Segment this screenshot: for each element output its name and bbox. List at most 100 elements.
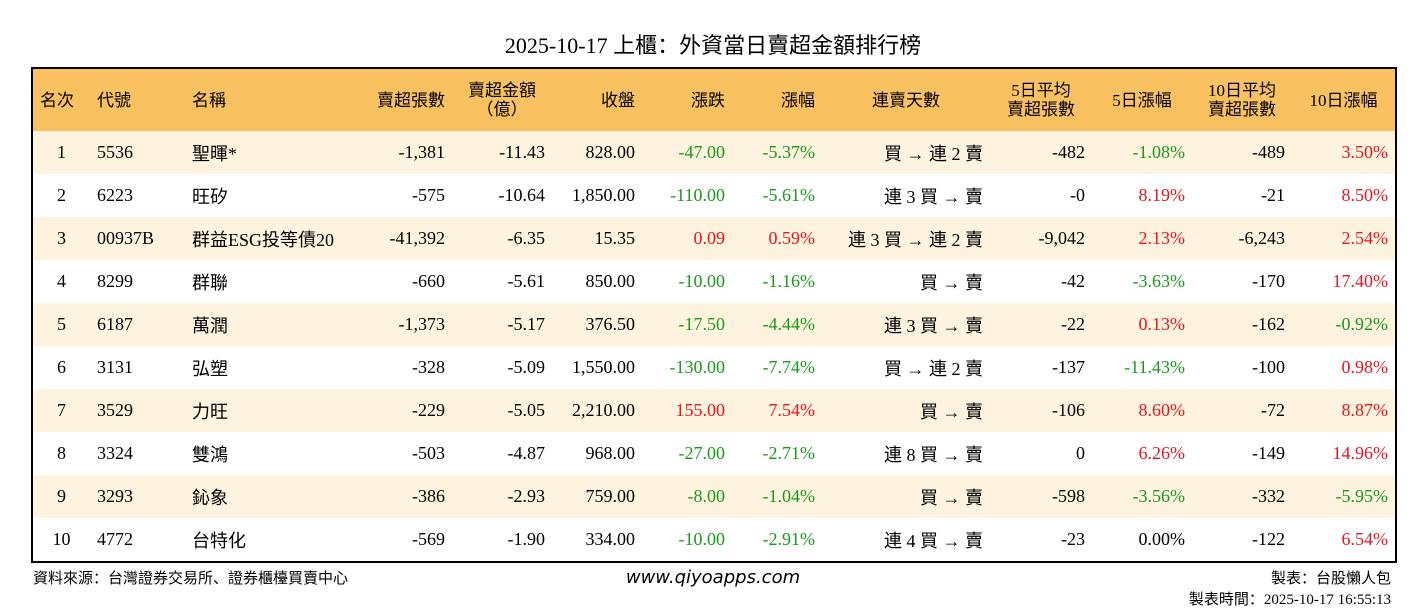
table-cell: 850.00 bbox=[585, 271, 636, 291]
table-cell: -229 bbox=[412, 400, 445, 420]
table-cell: 買 → 賣 bbox=[920, 487, 983, 508]
table-cell: 群益ESG投等債20 bbox=[192, 229, 335, 250]
ranking-table: 名次 代號 名稱 賣超張數 賣超金額 （億） 收盤 漲跌 漲幅 連賣天數 5日平均 賣超張數 5日漲… bbox=[31, 67, 1397, 563]
table-cell: 376.50 bbox=[585, 314, 636, 334]
table-cell: -5.95% bbox=[1335, 486, 1389, 506]
table-cell: -17.50 bbox=[678, 314, 726, 334]
table-cell: 4 bbox=[57, 271, 66, 291]
table-cell: -1.16% bbox=[762, 271, 816, 291]
table-cell: -47.00 bbox=[678, 142, 726, 162]
table-cell: 萬潤 bbox=[192, 315, 228, 336]
table-row: 7 3529 力旺 -229 -5.05 2,210.00 155.00 7.54% 買 → 賣… bbox=[32, 389, 1396, 432]
table-cell: 連 4 買 → 賣 bbox=[884, 530, 983, 551]
table-cell: -332 bbox=[1252, 486, 1285, 506]
table-cell: -122 bbox=[1252, 529, 1285, 549]
column-header: 10日漲幅 bbox=[1309, 90, 1378, 110]
table-cell: 6.26% bbox=[1138, 443, 1186, 463]
table-cell: 群聯 bbox=[192, 272, 228, 293]
table-cell: 15.35 bbox=[594, 228, 636, 248]
table-cell: 828.00 bbox=[585, 142, 636, 162]
table-cell: 0.59% bbox=[768, 228, 816, 248]
table-cell: 1,850.00 bbox=[572, 185, 635, 205]
table-cell: 8.87% bbox=[1341, 400, 1389, 420]
table-cell: 台特化 bbox=[192, 530, 246, 551]
table-cell: 0.13% bbox=[1138, 314, 1186, 334]
table-cell: -2.71% bbox=[762, 443, 816, 463]
table-cell: 買 → 連 2 賣 bbox=[884, 358, 983, 379]
table-cell: -11.43% bbox=[1124, 357, 1185, 377]
table-cell: -1.08% bbox=[1132, 142, 1186, 162]
table-cell: -503 bbox=[412, 443, 445, 463]
table-cell: -2.93 bbox=[507, 486, 546, 506]
table-cell: -106 bbox=[1052, 400, 1085, 420]
table-row: 8 3324 雙鴻 -503 -4.87 968.00 -27.00 -2.71% 連 8 買 … bbox=[32, 432, 1396, 475]
table-cell: -5.37% bbox=[762, 142, 816, 162]
table-cell: -137 bbox=[1052, 357, 1085, 377]
table-cell: -42 bbox=[1061, 271, 1085, 291]
table-cell: 0 bbox=[1076, 443, 1085, 463]
table-cell: -328 bbox=[412, 357, 445, 377]
table-row: 10 4772 台特化 -569 -1.90 334.00 -10.00 -2.91% 連 4 … bbox=[32, 518, 1396, 562]
table-cell: -5.09 bbox=[507, 357, 546, 377]
table-cell: 3324 bbox=[97, 443, 133, 463]
table-cell: 3.50% bbox=[1341, 142, 1389, 162]
table-cell: 5536 bbox=[97, 142, 133, 162]
table-cell: 2.54% bbox=[1341, 228, 1389, 248]
table-cell: 8.60% bbox=[1138, 400, 1186, 420]
table-cell: -489 bbox=[1252, 142, 1285, 162]
table-cell: -1,373 bbox=[398, 314, 446, 334]
table-cell: -110.00 bbox=[670, 185, 725, 205]
table-cell: -27.00 bbox=[678, 443, 726, 463]
table-cell: -162 bbox=[1252, 314, 1285, 334]
maker: 製表：台股懶人包 bbox=[1270, 571, 1391, 587]
table-cell: -575 bbox=[412, 185, 445, 205]
table-cell: 7 bbox=[57, 400, 66, 420]
table-cell: -21 bbox=[1261, 185, 1285, 205]
table-cell: 1,550.00 bbox=[572, 357, 635, 377]
table-cell: 6 bbox=[57, 357, 66, 377]
table-cell: -5.61% bbox=[762, 185, 816, 205]
table-cell: -10.00 bbox=[678, 271, 726, 291]
column-header: 5日平均 賣超張數 bbox=[1007, 81, 1075, 119]
table-cell: 8.19% bbox=[1138, 185, 1186, 205]
table-cell: -100 bbox=[1252, 357, 1285, 377]
table-cell: -170 bbox=[1252, 271, 1285, 291]
table-cell: -0.92% bbox=[1335, 314, 1389, 334]
table-cell: -3.63% bbox=[1132, 271, 1186, 291]
table-cell: -6,243 bbox=[1238, 228, 1286, 248]
table-cell: -4.87 bbox=[507, 443, 546, 463]
column-header: 名稱 bbox=[192, 90, 226, 110]
table-cell: 3529 bbox=[97, 400, 133, 420]
table-row: 5 6187 萬潤 -1,373 -5.17 376.50 -17.50 -4.44% 連 3 … bbox=[32, 303, 1396, 346]
column-header: 賣超金額 （億） bbox=[468, 81, 536, 119]
table-cell: 買 → 賣 bbox=[920, 401, 983, 422]
table-row: 2 6223 旺矽 -575 -10.64 1,850.00 -110.00 -5.61% 連 … bbox=[32, 174, 1396, 217]
table-cell: -0 bbox=[1070, 185, 1085, 205]
table-row: 4 8299 群聯 -660 -5.61 850.00 -10.00 -1.16% 買 → 賣 -… bbox=[32, 260, 1396, 303]
table-cell: 00937B bbox=[97, 228, 155, 248]
table-cell: 14.96% bbox=[1332, 443, 1389, 463]
table-cell: -3.56% bbox=[1132, 486, 1186, 506]
table-cell: -598 bbox=[1052, 486, 1085, 506]
table-cell: 759.00 bbox=[585, 486, 636, 506]
table-cell: 10 bbox=[52, 529, 71, 549]
table-cell: -5.05 bbox=[507, 400, 546, 420]
table-cell: 雙鴻 bbox=[192, 444, 228, 465]
table-cell: 連 3 買 → 賣 bbox=[884, 315, 983, 336]
column-header: 代號 bbox=[97, 90, 131, 110]
table-cell: -386 bbox=[412, 486, 445, 506]
table-cell: -1.04% bbox=[762, 486, 816, 506]
table-cell: 155.00 bbox=[675, 400, 726, 420]
table-cell: -41,392 bbox=[389, 228, 446, 248]
table-cell: 6187 bbox=[97, 314, 133, 334]
table-cell: -149 bbox=[1252, 443, 1285, 463]
column-header: 名次 bbox=[40, 90, 74, 110]
column-header: 收盤 bbox=[601, 90, 635, 110]
table-cell: -10.64 bbox=[498, 185, 546, 205]
column-header: 連賣天數 bbox=[872, 90, 940, 110]
table-cell: 2,210.00 bbox=[572, 400, 635, 420]
table-cell: 旺矽 bbox=[192, 186, 228, 207]
table-row: 1 5536 聖暉* -1,381 -11.43 828.00 -47.00 -5.37% 買 … bbox=[32, 131, 1396, 174]
table-cell: -5.61 bbox=[507, 271, 546, 291]
